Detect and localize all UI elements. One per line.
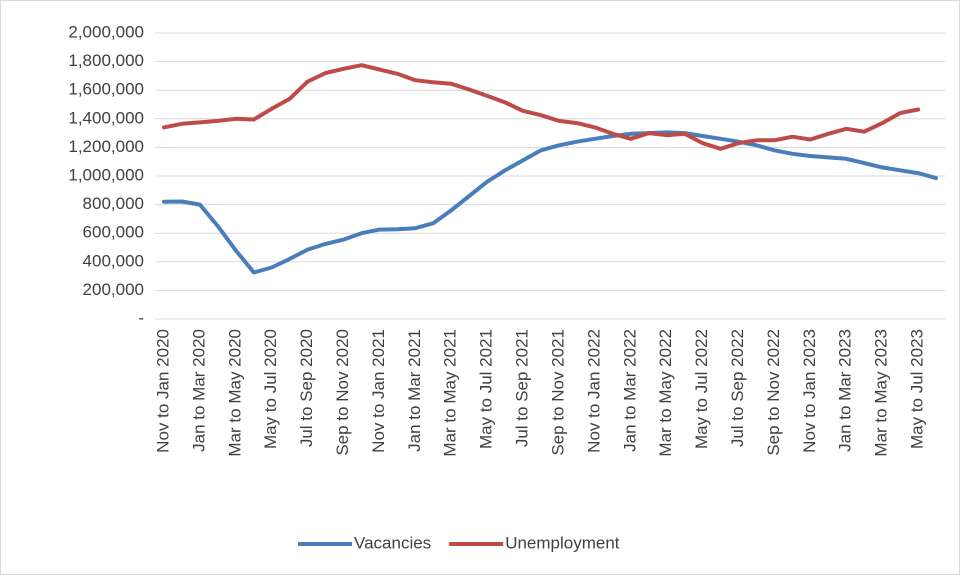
x-tick-label: Nov to Jan 2021 [369,329,388,453]
legend-label: Vacancies [354,533,431,552]
x-tick-label: Jan to Mar 2020 [189,329,208,452]
y-tick-label: 1,800,000 [68,51,144,70]
x-tick-label: Mar to May 2021 [441,329,460,457]
y-tick-label: 600,000 [83,223,144,242]
y-tick-label: 200,000 [83,280,144,299]
line-series [162,63,921,151]
x-tick-label: Jul to Sep 2020 [297,329,316,447]
x-tick-label: Nov to Jan 2022 [584,329,603,453]
x-tick-label: Jan to Mar 2023 [836,329,855,452]
y-tick-label: 400,000 [83,251,144,270]
y-tick-label: 1,000,000 [68,165,144,184]
x-tick-label: Mar to May 2022 [656,329,675,457]
y-tick-label: 2,000,000 [68,22,144,41]
x-tick-label: Jul to Sep 2021 [513,329,532,447]
x-tick-label: Sep to Nov 2022 [764,329,783,456]
x-tick-label: May to Jul 2020 [261,329,280,449]
y-tick-label: 1,200,000 [68,137,144,156]
legend-label: Unemployment [505,533,620,552]
x-tick-label: May to Jul 2021 [477,329,496,449]
x-tick-label: Jan to Mar 2022 [620,329,639,452]
x-tick-label: Mar to May 2020 [225,329,244,457]
y-tick-label: 1,600,000 [68,80,144,99]
x-tick-label: May to Jul 2023 [908,329,927,449]
x-tick-label: Jul to Sep 2022 [728,329,747,447]
x-tick-label: Sep to Nov 2020 [333,329,352,456]
y-tick-label: 1,400,000 [68,108,144,127]
y-tick-label: - [138,308,144,327]
x-tick-label: Jan to Mar 2021 [405,329,424,452]
x-tick-label: May to Jul 2022 [692,329,711,449]
x-tick-label: Nov to Jan 2020 [153,329,172,453]
x-tick-label: Nov to Jan 2023 [800,329,819,453]
x-tick-label: Mar to May 2023 [872,329,891,457]
x-tick-label: Sep to Nov 2021 [548,329,567,456]
line-series [162,130,938,275]
y-tick-label: 800,000 [83,194,144,213]
